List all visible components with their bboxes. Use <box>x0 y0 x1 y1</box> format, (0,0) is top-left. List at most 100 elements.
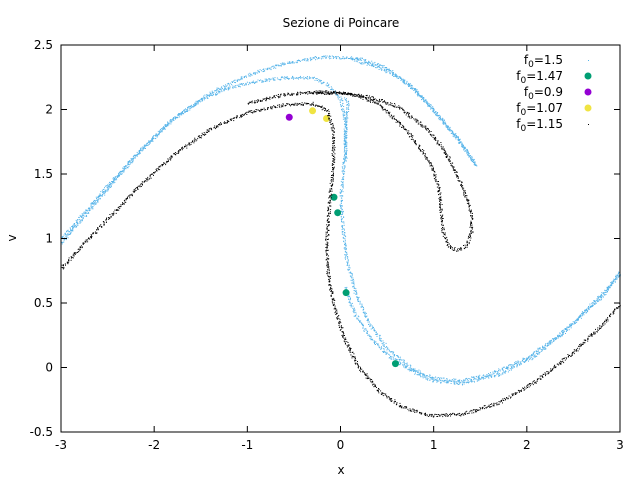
data-point <box>147 142 149 143</box>
data-point <box>450 130 452 132</box>
data-point <box>561 334 563 336</box>
data-point <box>326 224 328 226</box>
data-point <box>389 71 391 73</box>
data-point <box>380 68 382 70</box>
data-point <box>426 375 428 377</box>
data-point <box>128 165 130 167</box>
data-point <box>440 414 442 416</box>
data-point <box>247 103 249 105</box>
data-point <box>397 75 399 77</box>
data-point <box>473 162 474 164</box>
data-point <box>149 140 151 142</box>
data-point <box>498 375 500 377</box>
data-point <box>270 69 272 71</box>
data-point <box>346 151 348 153</box>
data-point <box>220 122 222 124</box>
data-point <box>542 347 544 348</box>
data-point <box>448 127 450 129</box>
data-point <box>79 221 81 223</box>
data-point <box>345 126 347 128</box>
data-point <box>228 88 230 89</box>
data-point <box>612 283 614 284</box>
data-point <box>111 183 113 185</box>
data-point <box>251 100 253 102</box>
data-point <box>274 106 276 108</box>
data-point <box>341 109 342 111</box>
data-point <box>305 77 307 78</box>
data-point <box>333 299 335 301</box>
data-point <box>272 65 274 67</box>
data-point <box>165 164 167 166</box>
data-point <box>328 86 330 88</box>
data-point <box>442 120 444 122</box>
data-point <box>363 309 364 310</box>
data-point <box>403 79 405 81</box>
data-point <box>410 138 412 140</box>
data-point <box>367 376 369 378</box>
data-point <box>356 293 358 295</box>
data-point <box>255 109 257 110</box>
data-point <box>349 304 351 306</box>
data-point <box>531 355 533 357</box>
data-point <box>363 312 365 314</box>
data-point <box>262 69 264 71</box>
data-point <box>275 94 277 96</box>
data-point <box>70 229 72 231</box>
data-point <box>278 65 280 67</box>
series-f0=1.5 <box>61 55 621 386</box>
data-point <box>281 76 283 78</box>
data-point <box>328 109 330 111</box>
data-point <box>255 72 257 74</box>
data-point <box>311 92 313 94</box>
data-point <box>349 299 351 301</box>
data-point <box>349 94 351 95</box>
data-point <box>407 364 409 366</box>
data-point <box>586 311 588 313</box>
data-point <box>458 383 460 385</box>
data-point <box>194 137 196 139</box>
data-point <box>216 88 218 90</box>
data-point <box>403 366 405 368</box>
data-point <box>556 337 558 339</box>
data-point <box>350 351 352 353</box>
data-point <box>558 335 560 337</box>
data-point <box>206 129 208 131</box>
data-point <box>277 104 279 106</box>
data-point <box>380 390 382 392</box>
data-point <box>418 369 420 371</box>
data-point <box>180 114 182 116</box>
data-point <box>329 212 331 214</box>
data-point <box>78 218 80 220</box>
data-point <box>332 150 334 152</box>
data-point <box>140 149 142 151</box>
data-point <box>347 117 349 119</box>
data-point <box>273 106 275 108</box>
data-point <box>370 337 372 339</box>
data-point <box>194 104 196 106</box>
data-point <box>368 63 370 65</box>
data-point <box>299 92 301 94</box>
data-point <box>326 85 328 87</box>
data-point <box>465 379 467 381</box>
data-point <box>181 148 183 150</box>
data-point <box>116 209 118 211</box>
data-point <box>567 326 569 328</box>
data-point <box>345 131 346 133</box>
data-point <box>602 324 603 326</box>
data-point <box>290 62 292 64</box>
data-point <box>562 360 564 362</box>
data-point <box>166 160 168 162</box>
data-point <box>134 190 136 192</box>
data-point <box>370 99 372 101</box>
data-point <box>233 120 235 122</box>
data-point <box>501 373 503 375</box>
data-point <box>471 376 473 378</box>
data-point <box>146 144 148 146</box>
data-point <box>334 312 336 314</box>
data-point <box>493 402 495 404</box>
data-point <box>327 260 329 262</box>
data-point <box>301 92 303 94</box>
data-point <box>343 143 345 145</box>
data-point <box>319 79 321 81</box>
data-point <box>311 58 313 60</box>
